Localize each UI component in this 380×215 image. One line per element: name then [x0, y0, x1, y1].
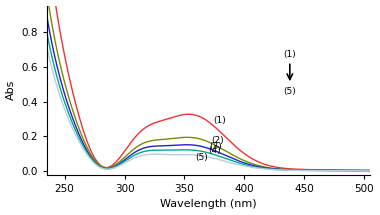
Text: (5): (5): [195, 153, 208, 162]
Y-axis label: Abs: Abs: [6, 80, 16, 100]
Text: (4): (4): [208, 146, 221, 155]
Text: (3): (3): [209, 142, 222, 151]
Text: (2): (2): [211, 135, 223, 144]
Text: (1): (1): [283, 50, 296, 59]
X-axis label: Wavelength (nm): Wavelength (nm): [160, 200, 256, 209]
Text: (1): (1): [213, 116, 226, 125]
Text: (5): (5): [283, 87, 296, 96]
